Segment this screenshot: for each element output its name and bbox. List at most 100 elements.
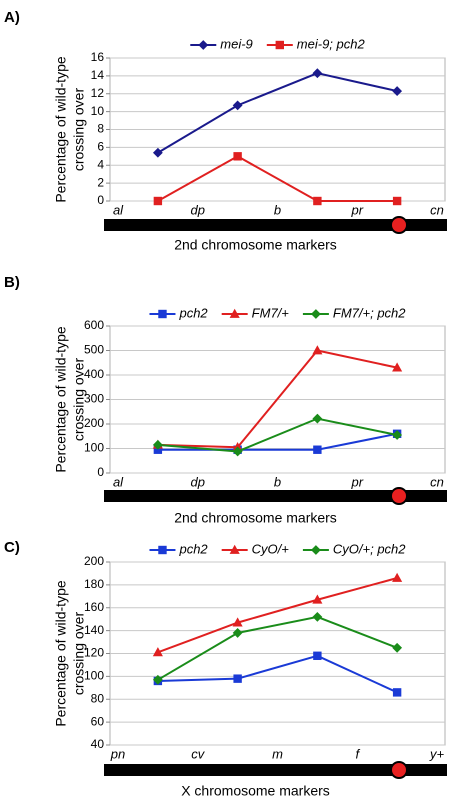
legend-symbol (198, 40, 209, 50)
y-tick-label: 600 (84, 318, 104, 332)
data-point (392, 86, 403, 96)
y-tick-label: 140 (84, 623, 104, 637)
chromosome-marker: cv (191, 746, 206, 761)
y-tick-label: 500 (84, 343, 104, 357)
data-point (232, 100, 243, 111)
data-point (312, 345, 323, 355)
centromere (390, 761, 408, 779)
y-tick-label: 180 (84, 577, 104, 591)
chromosome-marker: y+ (429, 746, 445, 761)
series-line (157, 615, 398, 681)
y-tick-label: 8 (97, 122, 104, 136)
series-line (157, 654, 398, 694)
data-point (312, 611, 323, 622)
y-axis-label: Percentage of wild-type (53, 326, 69, 473)
data-point (392, 642, 403, 653)
y-tick-label: 300 (84, 392, 104, 406)
centromere (390, 216, 408, 234)
data-point (392, 196, 402, 206)
chromosome-marker: dp (191, 474, 205, 489)
data-point (152, 147, 163, 158)
y-tick-label: 160 (84, 600, 104, 614)
data-point (233, 674, 242, 683)
series-line (157, 577, 398, 654)
series-line (157, 155, 398, 202)
chromosome-marker: cn (430, 202, 444, 217)
data-point (312, 68, 323, 79)
data-point (312, 594, 323, 604)
y-tick-label: 16 (91, 50, 105, 64)
chromosome-bar (104, 764, 447, 776)
chromosome-marker: dp (191, 202, 205, 217)
y-tick-label: 60 (91, 714, 105, 728)
y-tick-label: 80 (91, 691, 105, 705)
panel-label: C) (4, 539, 20, 556)
legend-label: FM7/+; pch2 (333, 305, 406, 320)
y-tick-label: 200 (84, 554, 104, 568)
panel-label: A) (4, 9, 20, 26)
y-tick-label: 120 (84, 646, 104, 660)
data-point (152, 439, 163, 450)
y-tick-label: 10 (91, 104, 105, 118)
y-tick-label: 40 (91, 737, 105, 751)
x-axis-label: X chromosome markers (181, 783, 330, 799)
data-point (233, 152, 242, 161)
data-point (313, 196, 322, 206)
legend-label: mei-9; pch2 (297, 36, 366, 51)
data-point (232, 617, 243, 627)
legend-symbol (158, 309, 167, 319)
data-point (232, 628, 243, 638)
chromosome-marker: b (274, 202, 281, 217)
y-axis-label: Percentage of wild-type (53, 580, 69, 727)
data-point (312, 413, 323, 424)
y-tick-label: 0 (97, 193, 104, 207)
y-axis-label: crossing over (71, 358, 87, 442)
x-axis-label: 2nd chromosome markers (174, 510, 337, 526)
chromosome-bar (104, 219, 447, 231)
centromere (390, 487, 408, 505)
legend-symbol (310, 309, 321, 319)
y-tick-label: 100 (84, 441, 104, 455)
legend-label: CyO/+; pch2 (333, 541, 406, 556)
chromosome-marker: al (113, 474, 124, 489)
data-point (313, 445, 322, 454)
data-point (392, 362, 403, 372)
chromosome-marker: f (355, 746, 360, 761)
chromosome-marker: al (113, 202, 124, 217)
data-point (392, 572, 403, 582)
legend-label: pch2 (178, 305, 208, 320)
legend-label: FM7/+ (252, 305, 290, 320)
series-line (157, 432, 398, 451)
data-point (392, 430, 403, 440)
y-tick-label: 400 (84, 367, 104, 381)
legend-symbol (158, 545, 167, 555)
y-axis-label: crossing over (71, 612, 87, 696)
legend-label: pch2 (178, 541, 208, 556)
data-point (313, 651, 322, 660)
legend-symbol (229, 544, 240, 554)
y-tick-label: 14 (91, 68, 105, 82)
chromosome-marker: m (272, 746, 283, 761)
data-point (153, 196, 163, 206)
series-line (157, 417, 398, 453)
y-tick-label: 200 (84, 416, 104, 430)
legend-label: mei-9 (220, 36, 253, 51)
chromosome-marker: b (274, 474, 281, 489)
legend-symbol (229, 308, 240, 318)
chromosome-marker: pr (350, 202, 363, 217)
legend-symbol (310, 545, 321, 555)
data-point (152, 647, 163, 657)
y-axis-label: Percentage of wild-type (53, 56, 69, 203)
y-tick-label: 6 (97, 140, 104, 154)
y-tick-label: 100 (84, 669, 104, 683)
chromosome-bar (104, 490, 447, 502)
legend-label: CyO/+ (252, 541, 290, 556)
series-line (157, 72, 398, 154)
data-point (232, 446, 243, 457)
series-line (157, 349, 398, 449)
y-tick-label: 4 (97, 157, 104, 171)
y-tick-label: 0 (97, 465, 104, 479)
chromosome-marker: pr (350, 474, 363, 489)
